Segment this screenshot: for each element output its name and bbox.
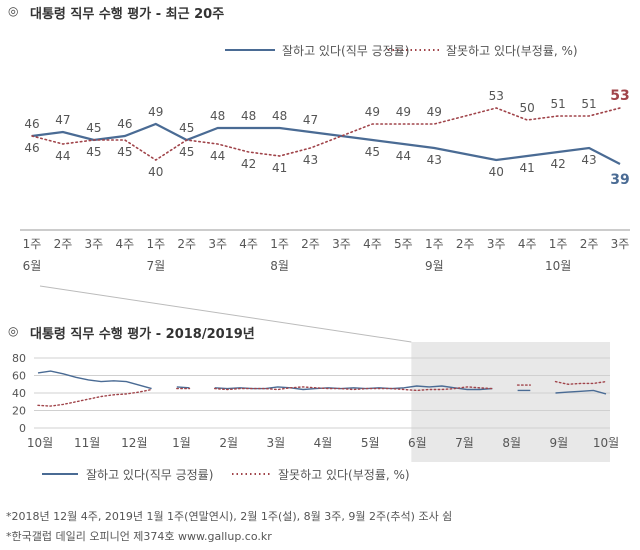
- top-legend: [225, 49, 440, 51]
- bottom-legend-approve-label: 잘하고 있다(직무 긍정률): [86, 468, 214, 482]
- top-chart-bullet: ◎: [8, 4, 19, 18]
- x-month-label: 2월: [219, 436, 238, 450]
- y-tick-label: 20: [12, 405, 26, 418]
- x-tick-label: 4주: [363, 237, 382, 251]
- x-tick-label: 3주: [487, 237, 506, 251]
- x-month-label: 8월: [502, 436, 521, 450]
- disapprove-data-label: 49: [365, 105, 380, 119]
- disapprove-data-label: 50: [520, 101, 535, 115]
- footnote-skipped-surveys: *2018년 12월 4주, 2019년 1월 1주(연말연시), 2월 1주(…: [6, 510, 453, 523]
- x-tick-label: 2주: [301, 237, 320, 251]
- y-tick-label: 80: [12, 352, 26, 365]
- disapprove-data-label: 45: [86, 145, 101, 159]
- x-month-label: 4월: [314, 436, 333, 450]
- y-tick-label: 40: [12, 387, 26, 400]
- disapprove-data-label: 42: [241, 157, 256, 171]
- y-tick-label: 60: [12, 370, 26, 383]
- disapprove-data-label: 40: [148, 165, 163, 179]
- x-month-label: 11월: [74, 436, 100, 450]
- approve-data-label: 45: [179, 121, 194, 135]
- disapprove-data-label: 51: [550, 97, 565, 111]
- approve-data-label: 48: [210, 109, 225, 123]
- x-month-label: 7월: [455, 436, 474, 450]
- x-tick-label: 2주: [177, 237, 196, 251]
- x-month-label: 6월: [408, 436, 427, 450]
- approve-data-label: 44: [396, 149, 411, 163]
- approve-data-label: 47: [55, 113, 70, 127]
- x-tick-label: 4주: [115, 237, 134, 251]
- x-month-label: 3월: [266, 436, 285, 450]
- x-month-label: 7월: [146, 259, 165, 273]
- disapprove-data-label: 53: [489, 89, 504, 103]
- x-tick-label: 1주: [146, 237, 165, 251]
- bottom-chart-title: 대통령 직무 수행 평가 - 2018/2019년: [30, 327, 255, 342]
- x-tick-label: 3주: [208, 237, 227, 251]
- disapprove-data-label: 45: [117, 145, 132, 159]
- x-month-label: 12월: [121, 436, 147, 450]
- approve-series-line: [31, 122, 621, 165]
- approve-data-label: 41: [520, 161, 535, 175]
- approve-data-label: 48: [272, 109, 287, 123]
- top-legend-disapprove-label: 잘못하고 있다(부정률, %): [446, 44, 578, 58]
- zoom-connector-left: [39, 285, 412, 343]
- approve-data-label: 43: [427, 153, 442, 167]
- x-tick-label: 1주: [270, 237, 289, 251]
- x-tick-label: 2주: [54, 237, 73, 251]
- top-legend-approve-label: 잘하고 있다(직무 긍정률): [282, 44, 410, 58]
- x-tick-label: 1주: [23, 237, 42, 251]
- approve-data-label: 46: [117, 117, 132, 131]
- disapprove-data-label: 53: [610, 88, 629, 104]
- approve-data-label: 48: [241, 109, 256, 123]
- disapprove-data-label: 46: [24, 141, 39, 155]
- x-month-label: 8월: [270, 259, 289, 273]
- disapprove-data-label: 49: [427, 105, 442, 119]
- x-month-label: 5월: [361, 436, 380, 450]
- bottom-legend: [42, 473, 270, 475]
- bottom-chart-bullet: ◎: [8, 324, 19, 338]
- approve-series-line-2018-2019: [37, 370, 607, 395]
- x-month-label: 1월: [172, 436, 191, 450]
- highlight-region: [411, 342, 610, 462]
- footnote-source: *한국갤럽 데일리 오피니언 제374호 www.gallup.co.kr: [6, 530, 272, 543]
- approve-data-label: 39: [610, 172, 629, 188]
- disapprove-data-label: 41: [272, 161, 287, 175]
- x-month-label: 9월: [549, 436, 568, 450]
- approve-data-label: 43: [581, 153, 596, 167]
- disapprove-data-label: 43: [303, 153, 318, 167]
- disapprove-data-label: 49: [396, 105, 411, 119]
- disapprove-data-label: 44: [210, 149, 225, 163]
- x-month-label: 6월: [23, 259, 42, 273]
- x-tick-label: 1주: [549, 237, 568, 251]
- disapprove-data-label: 51: [581, 97, 596, 111]
- approve-data-label: 49: [148, 105, 163, 119]
- bottom-legend-disapprove-label: 잘못하고 있다(부정률, %): [278, 468, 410, 482]
- top-chart-title: 대통령 직무 수행 평가 - 최근 20주: [30, 7, 225, 22]
- approve-data-label: 40: [489, 165, 504, 179]
- x-tick-label: 3주: [611, 237, 630, 251]
- x-tick-label: 3주: [85, 237, 104, 251]
- x-tick-label: 5주: [394, 237, 413, 251]
- x-tick-label: 4주: [518, 237, 537, 251]
- approve-data-label: 45: [365, 145, 380, 159]
- approve-data-label: 47: [303, 113, 318, 127]
- y-tick-label: 0: [19, 422, 26, 435]
- approve-data-label: 45: [86, 121, 101, 135]
- disapprove-data-label: 44: [55, 149, 70, 163]
- x-tick-label: 1주: [425, 237, 444, 251]
- x-tick-label: 2주: [456, 237, 475, 251]
- x-tick-label: 3주: [332, 237, 351, 251]
- x-month-label: 10월: [593, 436, 619, 450]
- x-month-label: 10월: [27, 436, 53, 450]
- x-tick-label: 4주: [239, 237, 258, 251]
- x-month-label: 9월: [425, 259, 444, 273]
- x-month-label: 10월: [545, 259, 571, 273]
- disapprove-series-line-2018-2019: [37, 380, 607, 407]
- disapprove-data-label: 45: [179, 145, 194, 159]
- x-tick-label: 2주: [580, 237, 599, 251]
- approve-data-label: 46: [24, 117, 39, 131]
- approve-data-label: 42: [550, 157, 565, 171]
